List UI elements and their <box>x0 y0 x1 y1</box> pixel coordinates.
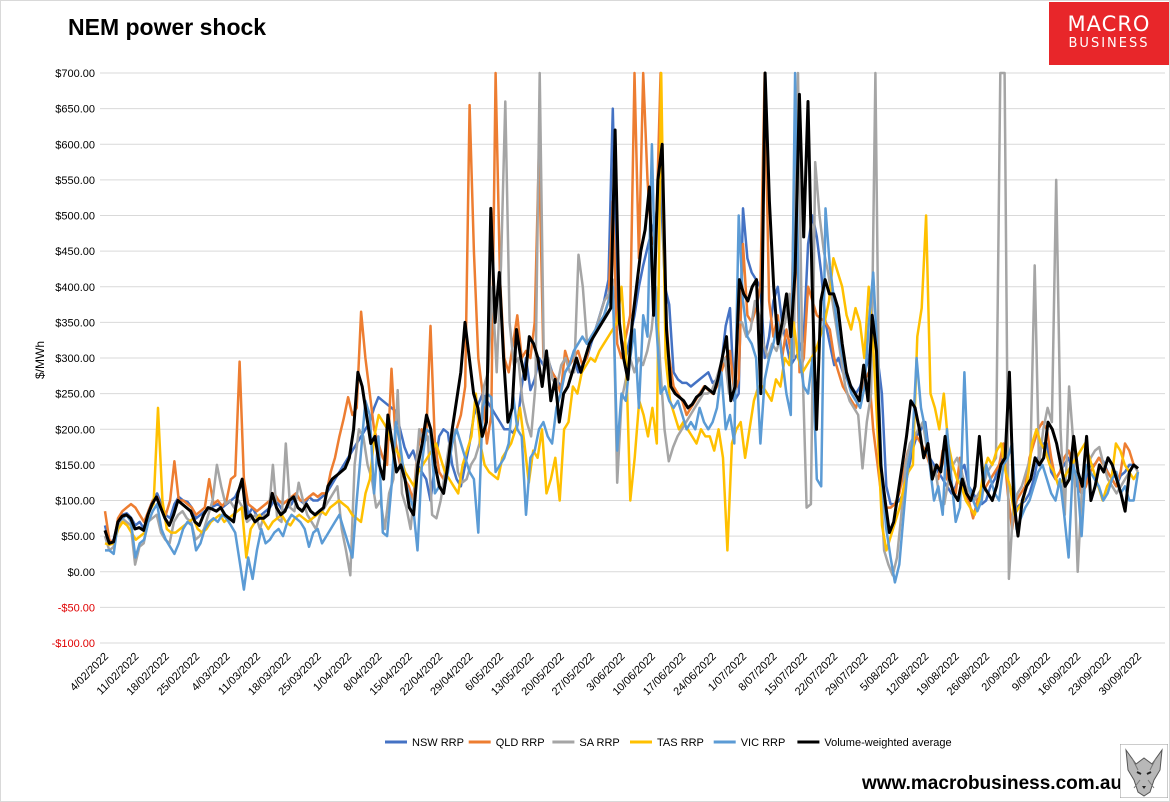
wolf-logo-icon <box>1120 744 1168 798</box>
y-tick-label: $350.00 <box>55 317 95 329</box>
logo-line-macro: MACRO <box>1067 12 1151 36</box>
legend-label: TAS RRP <box>657 737 704 749</box>
footer-url[interactable]: www.macrobusiness.com.au <box>862 773 1123 794</box>
y-tick-label: -$100.00 <box>52 638 95 650</box>
y-tick-label: $450.00 <box>55 246 95 258</box>
series-line-tas-rrp <box>104 71 1140 559</box>
y-tick-label: $100.00 <box>55 496 95 508</box>
macrobusiness-logo: MACRO BUSINESS <box>1049 2 1169 65</box>
series-line-qld-rrp <box>103 71 1139 545</box>
y-tick-label: $200.00 <box>55 424 95 436</box>
series-line-vic-rrp <box>105 71 1140 591</box>
y-tick-label: $300.00 <box>55 353 95 365</box>
y-axis: $700.00 $650.00 $600.00 $550.00 $500.00 $450.… <box>52 68 95 650</box>
legend: NSW RRP QLD RRP SA RRP TAS RRP VIC RRP Volume… <box>385 737 952 749</box>
legend-label: QLD RRP <box>496 737 545 749</box>
y-tick-label: -$50.00 <box>58 602 95 614</box>
y-tick-label: $600.00 <box>55 139 95 151</box>
y-tick-label: $0.00 <box>67 567 95 579</box>
y-tick-label: $650.00 <box>55 104 95 116</box>
y-tick-label: $250.00 <box>55 389 95 401</box>
plot-area <box>103 71 1140 591</box>
series-line-volume-weighted-average <box>103 71 1139 545</box>
logo-line-business: BUSINESS <box>1068 36 1150 51</box>
legend-label: Volume-weighted average <box>824 737 951 749</box>
y-tick-label: $550.00 <box>55 175 95 187</box>
y-tick-label: $150.00 <box>55 460 95 472</box>
y-tick-label: $400.00 <box>55 282 95 294</box>
y-axis-label: $/MWh <box>33 341 47 379</box>
y-tick-label: $700.00 <box>55 68 95 80</box>
y-tick-label: $500.00 <box>55 211 95 223</box>
legend-label: NSW RRP <box>412 737 464 749</box>
x-axis: 4/02/202211/02/202218/02/202225/02/20224… <box>68 651 1144 698</box>
chart-title: NEM power shock <box>68 14 267 40</box>
legend-label: SA RRP <box>579 737 619 749</box>
legend-label: VIC RRP <box>741 737 786 749</box>
y-tick-label: $50.00 <box>61 531 95 543</box>
